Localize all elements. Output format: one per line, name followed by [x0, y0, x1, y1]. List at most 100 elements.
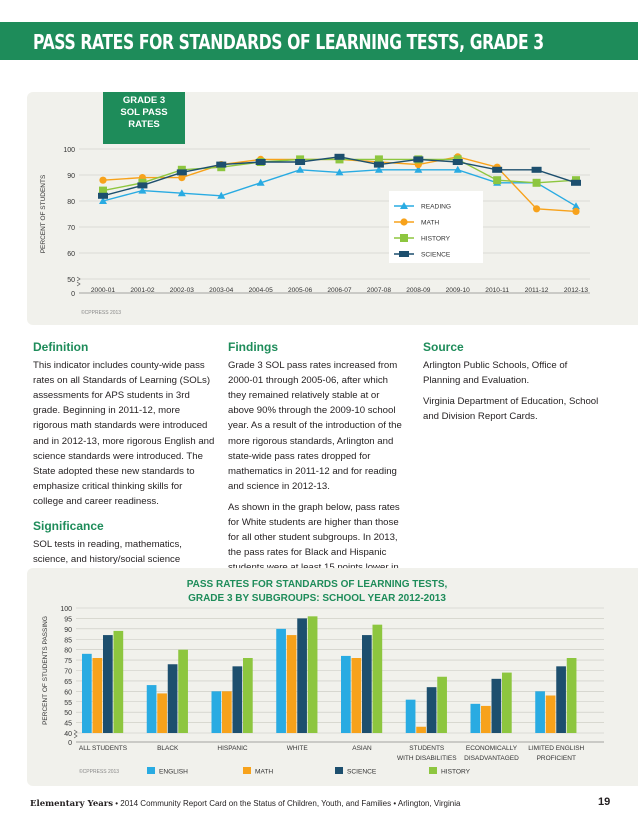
bar-math: [481, 705, 491, 733]
category-label: LIMITED ENGLISH: [528, 745, 584, 752]
page-title: PASS RATES FOR STANDARDS OF LEARNING TES…: [33, 30, 544, 54]
category-label: WHITE: [287, 745, 309, 752]
bar-science: [362, 635, 372, 733]
chart-credit: ©CPPRESS 2013: [81, 309, 121, 316]
legend-label-reading: READING: [421, 204, 451, 211]
legend-label-history: HISTORY: [421, 236, 451, 243]
bar-math: [351, 658, 362, 733]
legend-label-science: SCIENCE: [347, 769, 377, 776]
chart-title: PASS RATES FOR STANDARDS OF LEARNING TES…: [187, 579, 448, 590]
bar-science: [297, 618, 307, 733]
y-axis-label: PERCENT OF STUDENTS PASSING: [42, 616, 49, 725]
bar-math: [286, 635, 297, 733]
axis-break-icon: [76, 276, 81, 287]
x-tick-label: 2011-12: [525, 287, 549, 294]
bar-english: [405, 699, 416, 733]
point-science: [98, 192, 108, 199]
bar-science: [556, 666, 566, 733]
significance-heading: Significance: [33, 519, 104, 534]
zero-label: 0: [71, 291, 75, 298]
point-reading: [138, 186, 147, 194]
point-reading: [374, 165, 383, 173]
axis-break-icon: [73, 729, 78, 739]
y-tick-label: 40: [64, 731, 72, 738]
point-reading: [296, 165, 305, 173]
y-tick-label: 65: [64, 679, 72, 686]
bar-science: [103, 635, 113, 733]
x-tick-label: 2000-01: [91, 287, 116, 294]
point-reading: [453, 165, 462, 173]
x-tick-label: 2006-07: [327, 287, 352, 294]
bar-history: [372, 624, 383, 733]
legend-swatch-history: [429, 767, 437, 774]
bar-math: [157, 693, 167, 733]
footer-text: • 2014 Community Report Card on the Stat…: [113, 799, 461, 808]
bar-english: [535, 691, 545, 733]
point-history: [532, 178, 541, 187]
findings-paragraph-1: Grade 3 SOL pass rates increased from 20…: [228, 360, 402, 492]
category-label: HISPANIC: [217, 745, 248, 752]
page-footer: Elementary Years • 2014 Community Report…: [30, 799, 460, 809]
point-reading: [414, 165, 423, 173]
y-tick-label: 80: [67, 199, 75, 206]
bar-english: [82, 653, 92, 733]
bar-math: [222, 691, 232, 733]
point-science: [452, 159, 463, 165]
legend-marker-math: [400, 218, 408, 226]
x-tick-label: 2001-02: [130, 287, 155, 294]
banner-background: [0, 22, 638, 60]
point-reading: [572, 202, 580, 210]
legend-marker-science: [399, 251, 409, 257]
point-science: [295, 159, 306, 165]
zero-label: 0: [68, 740, 72, 747]
point-math: [572, 207, 580, 215]
point-math: [99, 176, 107, 184]
findings-heading: Findings: [228, 340, 278, 354]
category-label: ASIAN: [352, 745, 372, 752]
legend-swatch-english: [147, 767, 155, 774]
point-history: [374, 155, 383, 164]
chart-credit: ©CPPRESS 2013: [79, 768, 119, 775]
y-tick-label: 100: [60, 606, 72, 613]
legend-label-math: MATH: [421, 220, 439, 227]
point-science: [216, 161, 227, 168]
y-tick-label: 60: [64, 689, 72, 696]
chart-subtitle: GRADE 3 BY SUBGROUPS: SCHOOL YEAR 2012-2…: [188, 593, 446, 604]
x-tick-label: 2003-04: [209, 287, 234, 294]
point-history: [493, 176, 502, 185]
chart-title-line: SOL PASS: [120, 107, 167, 118]
series-line-math: [102, 156, 577, 213]
definition-text: This indicator includes county-wide pass…: [33, 360, 215, 507]
point-science: [571, 179, 581, 186]
bar-math: [416, 726, 426, 733]
y-tick-label: 95: [64, 616, 72, 623]
x-tick-label: 2010-11: [485, 287, 509, 294]
legend-label-math: MATH: [255, 769, 273, 776]
y-tick-label: 75: [64, 658, 72, 665]
bar-chart: PASS RATES FOR STANDARDS OF LEARNING TES…: [42, 579, 604, 776]
x-tick-label: 2005-06: [288, 287, 313, 294]
x-tick-label: 2012-13: [564, 287, 589, 294]
point-science: [334, 153, 345, 160]
bar-history: [243, 658, 253, 733]
point-science: [137, 182, 148, 189]
y-tick-label: 100: [63, 147, 75, 154]
bar-history: [307, 616, 318, 733]
chart-title-line: RATES: [128, 119, 160, 130]
footer-publication: Elementary Years: [30, 799, 114, 809]
bar-science: [232, 666, 243, 733]
column-right: Source Arlington Public Schools, Office …: [423, 340, 607, 430]
y-tick-label: 55: [64, 700, 72, 707]
point-math: [532, 205, 541, 213]
bar-english: [211, 691, 222, 733]
bar-english: [276, 628, 286, 733]
chart-title-box: [103, 92, 185, 144]
bar-chart-panel: PASS RATES FOR STANDARDS OF LEARNING TES…: [27, 568, 638, 786]
legend-marker-reading: [400, 202, 408, 209]
y-tick-label: 45: [64, 721, 72, 728]
category-label: STUDENTS: [409, 745, 445, 752]
bar-history: [566, 658, 577, 733]
definition-heading: Definition: [33, 340, 89, 354]
x-tick-label: 2009-10: [446, 287, 471, 294]
y-tick-label: 50: [67, 277, 75, 284]
